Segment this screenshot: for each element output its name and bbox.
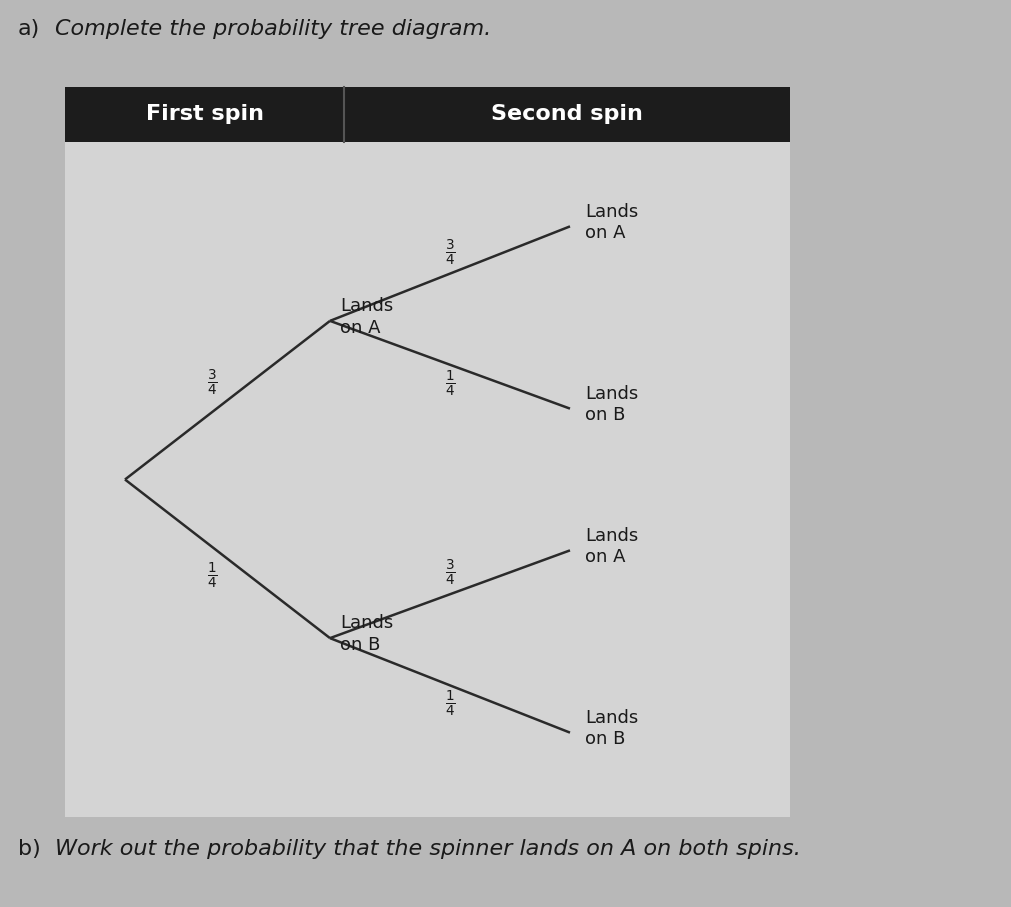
Text: Work out the probability that the spinner lands on A on both spins.: Work out the probability that the spinne… xyxy=(55,839,801,859)
Text: Lands
on B: Lands on B xyxy=(585,385,638,424)
Text: $\frac{3}{4}$: $\frac{3}{4}$ xyxy=(445,238,455,268)
Text: Lands
on B: Lands on B xyxy=(585,709,638,748)
Text: b): b) xyxy=(18,839,40,859)
Text: Lands
on A: Lands on A xyxy=(585,527,638,566)
Text: Second spin: Second spin xyxy=(491,104,643,124)
Text: $\frac{1}{4}$: $\frac{1}{4}$ xyxy=(445,689,455,719)
Text: Lands
on A: Lands on A xyxy=(585,202,638,242)
Text: a): a) xyxy=(18,19,40,39)
Text: $\frac{1}{4}$: $\frac{1}{4}$ xyxy=(207,561,217,590)
Bar xyxy=(65,87,790,142)
Text: $\frac{3}{4}$: $\frac{3}{4}$ xyxy=(207,368,217,398)
Text: $\frac{3}{4}$: $\frac{3}{4}$ xyxy=(445,558,455,589)
Text: First spin: First spin xyxy=(146,104,264,124)
Text: $\frac{1}{4}$: $\frac{1}{4}$ xyxy=(445,369,455,399)
Text: Lands
on A: Lands on A xyxy=(340,297,393,336)
Text: Complete the probability tree diagram.: Complete the probability tree diagram. xyxy=(55,19,491,39)
Text: Lands
on B: Lands on B xyxy=(340,614,393,654)
Bar xyxy=(65,87,790,817)
